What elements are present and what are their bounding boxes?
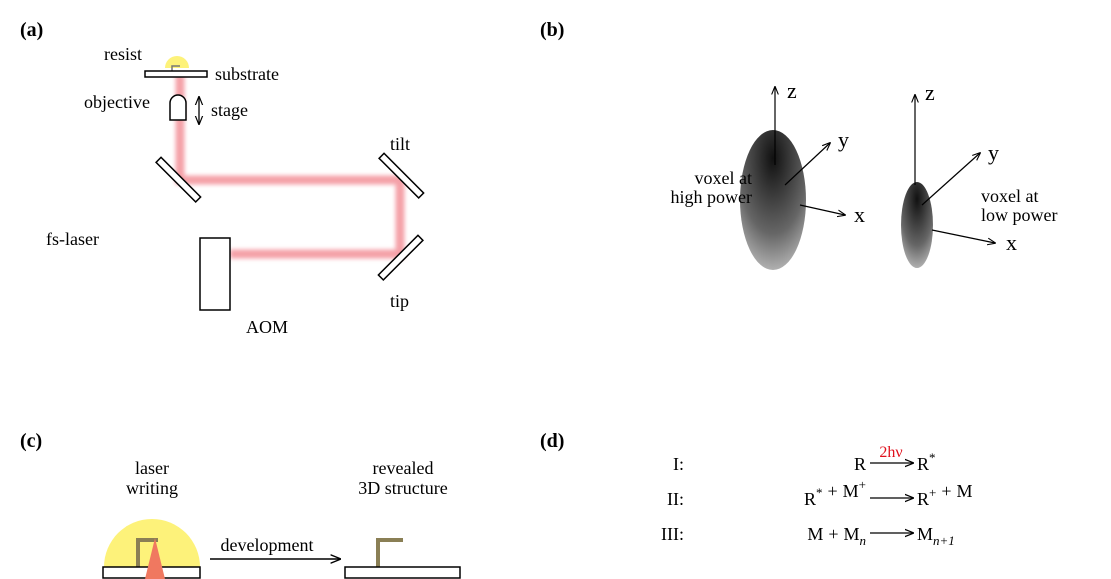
axis-label: x xyxy=(1006,230,1017,255)
term: M xyxy=(917,524,933,544)
label: AOM xyxy=(246,317,288,337)
axis xyxy=(931,229,995,243)
subscript: n xyxy=(860,533,867,548)
term: + xyxy=(827,481,837,501)
substrate xyxy=(144,70,208,78)
label: tip xyxy=(390,291,409,311)
caption: writing xyxy=(126,478,178,498)
panel-a: (a) resist substrate objective stage til… xyxy=(20,19,425,337)
reaction-left: R* + M+ xyxy=(804,477,866,509)
reaction-right: Mn+1 xyxy=(917,524,955,548)
laser-focus xyxy=(145,538,165,579)
term: M xyxy=(957,481,973,501)
superscript: + xyxy=(929,485,936,500)
axis xyxy=(784,143,830,186)
label: objective xyxy=(84,92,150,112)
axis-label: z xyxy=(925,80,935,105)
mirror xyxy=(155,156,202,203)
aom xyxy=(199,237,231,311)
panel-label: (c) xyxy=(20,430,42,452)
step: I: xyxy=(673,454,684,474)
term: + xyxy=(941,481,951,501)
step: II: xyxy=(667,489,684,509)
label: substrate xyxy=(215,64,279,84)
superscript: + xyxy=(859,477,866,492)
substrate xyxy=(344,566,461,579)
axis-label: y xyxy=(838,127,849,152)
term: R xyxy=(804,489,816,509)
reaction-left: R xyxy=(854,454,866,474)
panel-b: (b) z y x voxel at high power z y x voxe… xyxy=(540,19,1057,270)
superscript: * xyxy=(929,450,936,465)
panel-label: (d) xyxy=(540,430,564,452)
reaction-left: M + Mn xyxy=(807,524,866,548)
reaction-right: R* xyxy=(917,450,936,474)
objective xyxy=(169,94,187,121)
structure xyxy=(171,65,180,72)
panel-c: (c) laser writing revealed 3D structure … xyxy=(20,430,461,579)
caption: voxel at xyxy=(695,168,752,188)
arrow-label: 2hν xyxy=(879,444,902,461)
term: R xyxy=(854,454,866,474)
axis xyxy=(921,153,980,206)
panel-label: (a) xyxy=(20,19,43,41)
term: M xyxy=(843,524,859,544)
term: M xyxy=(807,524,823,544)
caption: low power xyxy=(981,205,1057,225)
term: M xyxy=(843,481,859,501)
panel-label: (b) xyxy=(540,19,564,41)
voxel-high xyxy=(740,130,806,270)
caption: laser xyxy=(135,458,169,478)
superscript: * xyxy=(816,485,823,500)
structure xyxy=(136,538,158,567)
axis-label: x xyxy=(854,202,865,227)
term: R xyxy=(917,489,929,509)
term: + xyxy=(828,524,838,544)
caption: revealed xyxy=(373,458,434,478)
reaction-right: R+ + M xyxy=(917,481,973,509)
caption: voxel at xyxy=(981,186,1038,206)
label: resist xyxy=(104,44,142,64)
label: fs-laser xyxy=(46,229,99,249)
axis xyxy=(799,204,845,215)
caption: 3D structure xyxy=(358,478,447,498)
resist-blob xyxy=(165,56,189,68)
voxel-low xyxy=(901,182,933,268)
mirror xyxy=(377,234,424,281)
resist-blob xyxy=(104,519,200,567)
label: stage xyxy=(211,100,248,120)
structure xyxy=(376,538,403,567)
term: R xyxy=(917,454,929,474)
mirror xyxy=(378,152,425,199)
caption: high power xyxy=(671,187,752,207)
axis-label: y xyxy=(988,140,999,165)
step: III: xyxy=(661,524,684,544)
axis-label: z xyxy=(787,78,797,103)
subscript: n+1 xyxy=(933,533,955,548)
label: development xyxy=(221,535,314,555)
label: tilt xyxy=(390,134,410,154)
